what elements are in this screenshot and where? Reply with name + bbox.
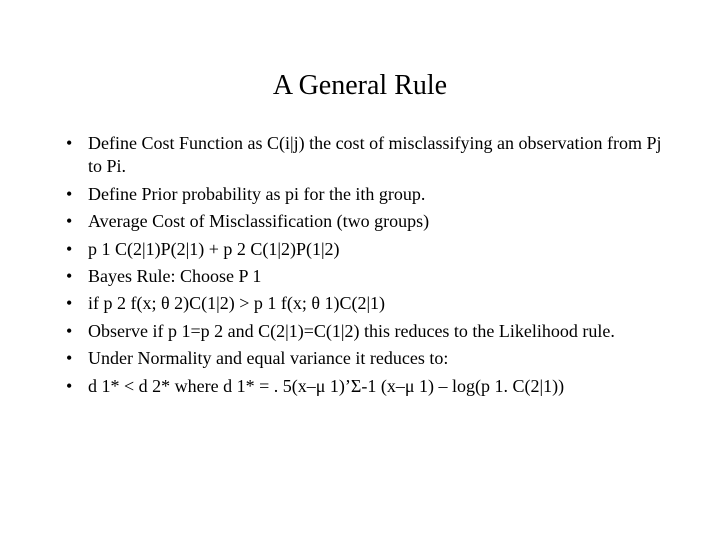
slide-title: A General Rule xyxy=(50,70,670,102)
list-item: Under Normality and equal variance it re… xyxy=(60,347,670,370)
bullet-block-1: Define Cost Function as C(i|j) the cost … xyxy=(60,132,670,316)
list-item: d 1* < d 2* where d 1* = . 5(x–μ 1)’Σ-1 … xyxy=(60,375,670,398)
slide: A General Rule Define Cost Function as C… xyxy=(0,0,720,540)
list-item: Define Prior probability as pi for the i… xyxy=(60,183,670,206)
list-item: Observe if p 1=p 2 and C(2|1)=C(1|2) thi… xyxy=(60,320,670,343)
list-item: Define Cost Function as C(i|j) the cost … xyxy=(60,132,670,179)
list-item: if p 2 f(x; θ 2)C(1|2) > p 1 f(x; θ 1)C(… xyxy=(60,292,670,315)
list-item: Bayes Rule: Choose P 1 xyxy=(60,265,670,288)
bullet-block-2: Observe if p 1=p 2 and C(2|1)=C(1|2) thi… xyxy=(60,320,670,398)
list-item: p 1 C(2|1)P(2|1) + p 2 C(1|2)P(1|2) xyxy=(60,238,670,261)
list-item: Average Cost of Misclassification (two g… xyxy=(60,210,670,233)
